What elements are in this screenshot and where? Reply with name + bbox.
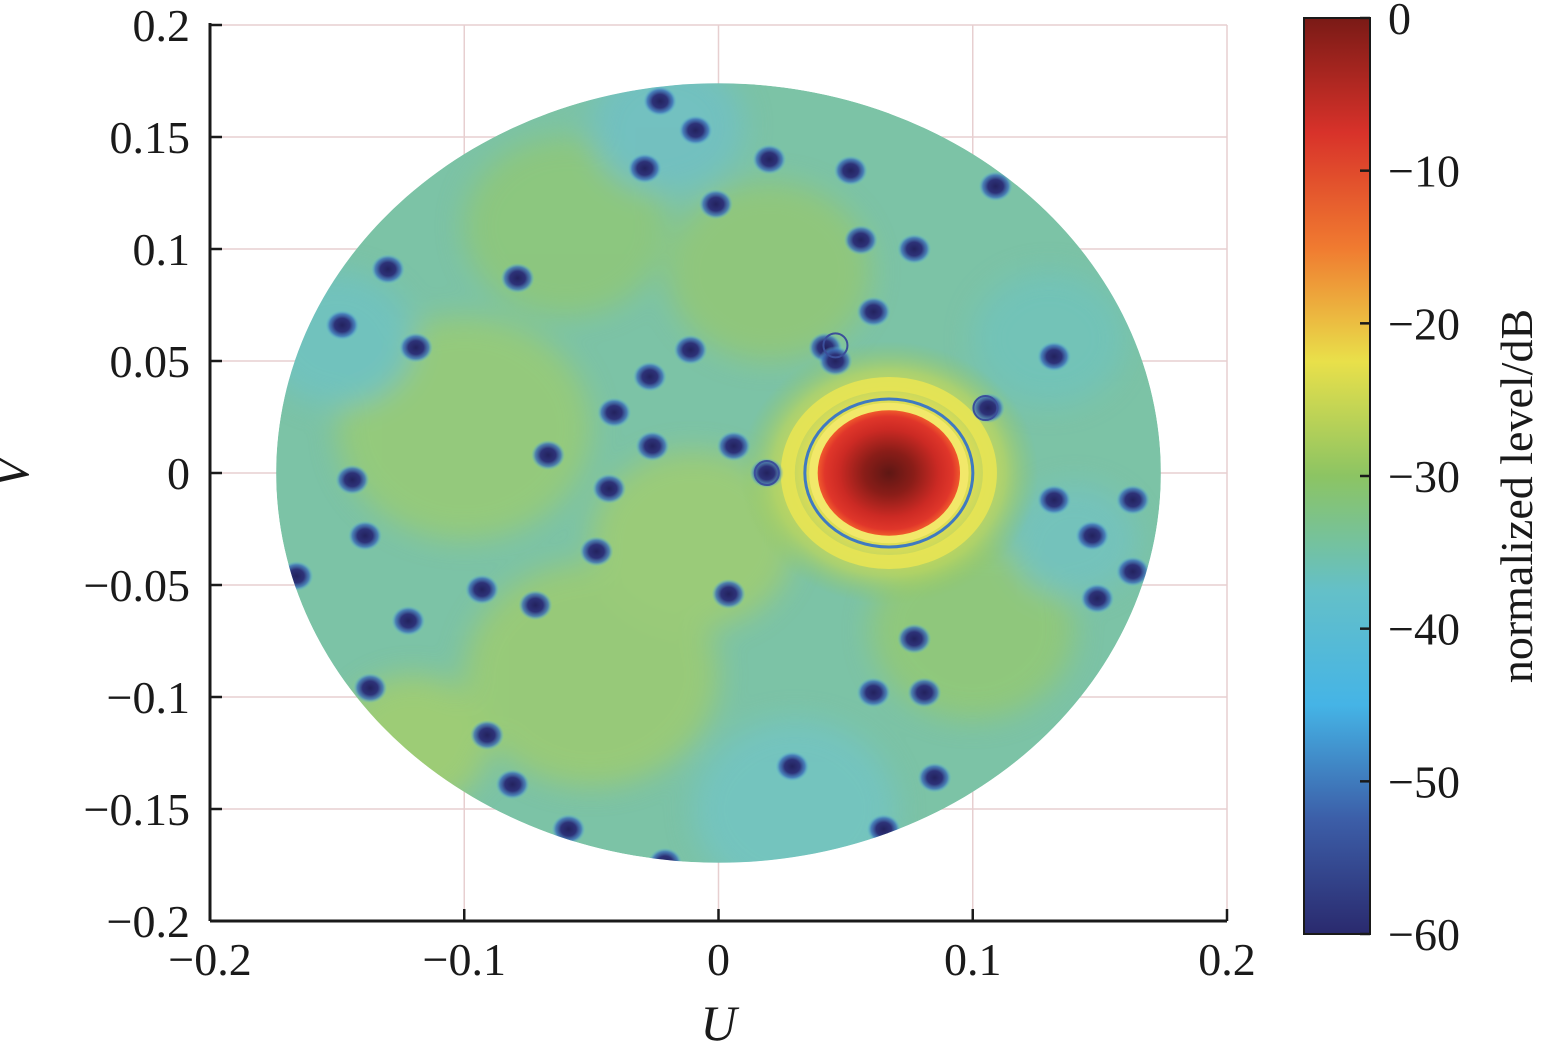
y-tick-labels: 0.2 0.15 0.1 0.05 0 −0.05 −0.1 −0.15 −0.2 <box>84 0 190 947</box>
x-tick-label: 0.2 <box>1198 934 1256 985</box>
x-tick-label: −0.1 <box>423 934 506 985</box>
texture-blob <box>591 83 744 193</box>
null-point <box>500 263 535 294</box>
main-lobe-null-ring <box>803 397 975 549</box>
null-point <box>353 673 388 704</box>
null-point <box>971 393 1006 424</box>
null-point <box>897 234 932 264</box>
null-point <box>348 520 383 551</box>
null-point <box>1080 583 1115 614</box>
position-marker <box>822 332 849 359</box>
null-point <box>1037 484 1072 515</box>
null-point <box>1115 484 1150 515</box>
null-point <box>391 605 426 636</box>
colorbar: 0 −10 −20 −30 −40 −50 −60 normalized level/dB <box>1303 0 1542 960</box>
colorbar-tick-label: −10 <box>1388 146 1460 197</box>
y-tick-label: 0.05 <box>110 336 191 387</box>
x-axis-label: U <box>700 995 739 1048</box>
x-tick-label: −0.2 <box>168 934 251 985</box>
null-point <box>627 153 662 184</box>
texture-blob <box>693 719 897 863</box>
null-point <box>716 431 751 462</box>
null-point <box>1115 556 1150 587</box>
null-point <box>579 536 614 567</box>
colorbar-tick-label: 0 <box>1388 0 1411 44</box>
null-point <box>398 332 433 363</box>
x-tick-label: 0.1 <box>944 934 1002 985</box>
y-tick-label: −0.15 <box>84 784 190 835</box>
texture-blob <box>667 181 872 361</box>
null-point <box>833 155 868 186</box>
x-tick-labels: −0.2 −0.1 0 0.1 0.2 <box>168 934 1255 985</box>
null-point <box>592 473 627 504</box>
null-point <box>279 561 314 592</box>
x-tick-label: 0 <box>707 934 730 985</box>
y-tick-label: −0.1 <box>107 672 190 723</box>
position-marker <box>753 460 780 486</box>
heatmap-disk <box>276 83 1161 863</box>
null-point <box>711 578 746 609</box>
colorbar-tick-label: −50 <box>1388 756 1460 807</box>
null-point <box>752 144 787 175</box>
y-tick-label: 0 <box>167 448 190 499</box>
texture-blob <box>1010 484 1139 597</box>
colorbar-tick-label: −60 <box>1388 909 1460 960</box>
null-point <box>597 397 632 428</box>
null-point <box>648 847 683 863</box>
null-point <box>897 623 932 654</box>
null-point <box>907 677 942 708</box>
null-point <box>635 431 670 462</box>
null-point <box>335 464 370 495</box>
null-point <box>1037 341 1072 372</box>
main-lobe <box>817 410 961 536</box>
y-axis-label: V <box>0 452 39 488</box>
null-point <box>325 310 360 341</box>
y-tick-label: 0.1 <box>133 224 191 275</box>
y-tick-label: 0.15 <box>110 112 191 163</box>
null-point <box>678 115 713 146</box>
null-point <box>643 86 678 117</box>
colorbar-tick-label: −30 <box>1388 451 1460 502</box>
null-point <box>470 720 505 751</box>
colorbar-ticks: 0 −10 −20 −30 −40 −50 −60 <box>1360 0 1460 960</box>
main-lobe-ring-yellow <box>780 376 997 570</box>
position-marker <box>972 395 999 422</box>
y-tick-label: −0.2 <box>107 896 190 947</box>
null-point <box>632 361 667 392</box>
null-point <box>843 225 878 256</box>
colorbar-gradient <box>1303 17 1371 935</box>
null-point <box>775 751 810 782</box>
null-point <box>495 769 530 800</box>
null-point <box>856 296 891 327</box>
null-point <box>917 762 952 793</box>
y-tick-label: −0.05 <box>84 560 190 611</box>
null-point <box>531 440 566 471</box>
axes <box>208 23 1229 923</box>
colorbar-tick-label: −40 <box>1388 604 1460 655</box>
null-point <box>1075 520 1110 551</box>
null-point <box>551 814 586 845</box>
null-point <box>673 334 708 365</box>
null-point <box>866 814 901 845</box>
null-point <box>856 677 891 708</box>
null-point <box>698 189 733 220</box>
null-point <box>518 590 553 621</box>
y-tick-label: 0.2 <box>133 0 191 51</box>
disk-content <box>276 83 1161 863</box>
texture-blob <box>972 271 1126 406</box>
null-point <box>978 171 1013 202</box>
null-point <box>465 574 500 605</box>
colorbar-tick-label: −20 <box>1388 298 1460 349</box>
colorbar-title: normalized level/dB <box>1491 309 1542 683</box>
null-point <box>370 254 405 285</box>
